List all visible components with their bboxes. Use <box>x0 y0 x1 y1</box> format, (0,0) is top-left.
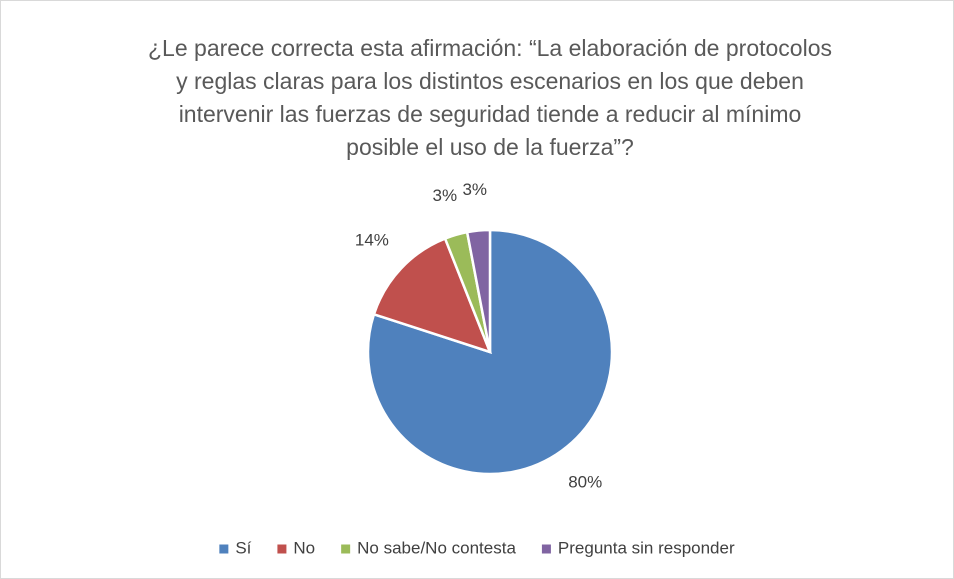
legend-label: Pregunta sin responder <box>558 538 735 557</box>
legend-swatch <box>277 544 287 554</box>
pie-slice <box>372 236 493 355</box>
legend-swatch <box>219 544 229 554</box>
legend-label: Sí <box>235 538 251 557</box>
pie-slice <box>465 228 492 353</box>
legend-swatch <box>341 544 351 554</box>
legend-label: No sabe/No contesta <box>357 538 516 557</box>
chart-title: ¿Le parece correcta esta afirmación: “La… <box>148 35 832 160</box>
data-label: 14% <box>355 231 389 250</box>
data-label: 3% <box>462 180 487 199</box>
legend-swatch <box>541 544 551 554</box>
legend-label: No <box>293 538 315 557</box>
data-label: 3% <box>433 186 458 205</box>
data-label: 80% <box>568 473 602 492</box>
